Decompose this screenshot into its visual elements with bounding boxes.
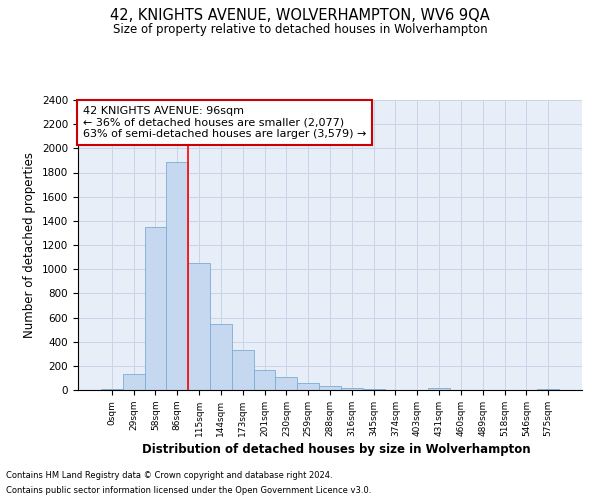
Text: 42, KNIGHTS AVENUE, WOLVERHAMPTON, WV6 9QA: 42, KNIGHTS AVENUE, WOLVERHAMPTON, WV6 9… bbox=[110, 8, 490, 22]
Text: Distribution of detached houses by size in Wolverhampton: Distribution of detached houses by size … bbox=[142, 442, 530, 456]
Bar bbox=[254, 370, 275, 390]
Text: Size of property relative to detached houses in Wolverhampton: Size of property relative to detached ho… bbox=[113, 22, 487, 36]
Bar bbox=[537, 389, 559, 390]
Bar bbox=[297, 383, 319, 390]
Bar bbox=[363, 389, 385, 390]
Bar bbox=[210, 324, 232, 390]
Bar bbox=[232, 350, 254, 390]
Bar bbox=[123, 374, 145, 390]
Y-axis label: Number of detached properties: Number of detached properties bbox=[23, 152, 37, 338]
Bar bbox=[341, 388, 363, 390]
Text: 42 KNIGHTS AVENUE: 96sqm
← 36% of detached houses are smaller (2,077)
63% of sem: 42 KNIGHTS AVENUE: 96sqm ← 36% of detach… bbox=[83, 106, 367, 139]
Bar bbox=[101, 389, 123, 390]
Text: Contains HM Land Registry data © Crown copyright and database right 2024.: Contains HM Land Registry data © Crown c… bbox=[6, 471, 332, 480]
Bar bbox=[428, 388, 450, 390]
Bar bbox=[188, 263, 210, 390]
Bar bbox=[275, 376, 297, 390]
Bar bbox=[319, 386, 341, 390]
Bar bbox=[145, 227, 166, 390]
Bar bbox=[166, 162, 188, 390]
Text: Contains public sector information licensed under the Open Government Licence v3: Contains public sector information licen… bbox=[6, 486, 371, 495]
